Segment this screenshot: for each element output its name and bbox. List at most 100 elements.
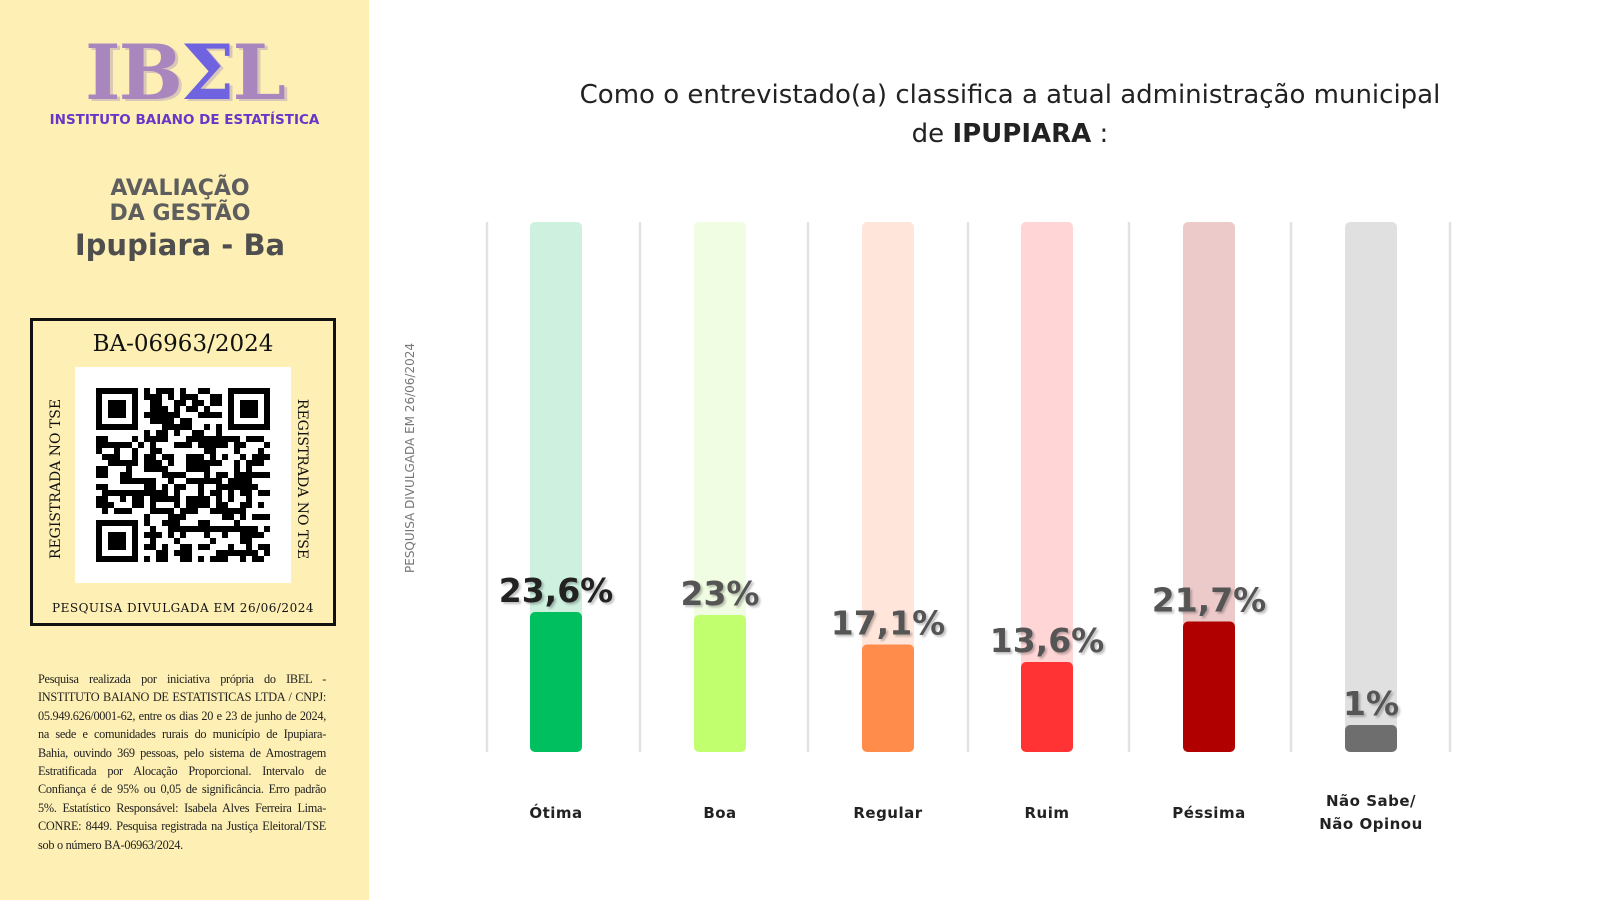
- qr-module: [156, 388, 162, 394]
- qr-module: [228, 388, 234, 394]
- qr-module: [252, 556, 258, 562]
- qr-module: [174, 490, 180, 496]
- qr-module: [240, 442, 246, 448]
- qr-module: [150, 484, 156, 490]
- qr-module: [252, 412, 258, 418]
- qr-module: [156, 508, 162, 514]
- qr-module: [246, 412, 252, 418]
- title-prefix: de: [911, 119, 953, 149]
- qr-module: [144, 388, 150, 394]
- qr-module: [246, 484, 252, 490]
- qr-module: [204, 436, 210, 442]
- qr-module: [228, 418, 234, 424]
- qr-module: [234, 472, 240, 478]
- qr-module: [168, 532, 174, 538]
- qr-module: [210, 412, 216, 418]
- qr-module: [246, 406, 252, 412]
- qr-code[interactable]: [75, 367, 291, 583]
- qr-module: [126, 466, 132, 472]
- qr-module: [264, 514, 270, 520]
- qr-module: [180, 556, 186, 562]
- qr-module: [168, 424, 174, 430]
- qr-module: [114, 490, 120, 496]
- qr-module: [102, 388, 108, 394]
- qr-module: [120, 478, 126, 484]
- institute-name: INSTITUTO BAIANO DE ESTATÍSTICA: [49, 112, 320, 128]
- qr-module: [96, 394, 102, 400]
- qr-module: [192, 436, 198, 442]
- qr-module: [240, 484, 246, 490]
- qr-module: [186, 454, 192, 460]
- qr-module: [228, 514, 234, 520]
- qr-module: [204, 478, 210, 484]
- qr-module: [162, 412, 168, 418]
- qr-module: [216, 442, 222, 448]
- qr-module: [258, 490, 264, 496]
- qr-module: [264, 418, 270, 424]
- qr-module: [96, 418, 102, 424]
- qr-module: [180, 544, 186, 550]
- qr-module: [204, 460, 210, 466]
- qr-module: [246, 502, 252, 508]
- qr-module: [144, 544, 150, 550]
- qr-module: [174, 520, 180, 526]
- qr-module: [96, 406, 102, 412]
- qr-module: [96, 448, 102, 454]
- qr-module: [120, 424, 126, 430]
- qr-module: [204, 412, 210, 418]
- qr-module: [162, 454, 168, 460]
- qr-module: [210, 394, 216, 400]
- qr-module: [162, 472, 168, 478]
- qr-module: [132, 526, 138, 532]
- qr-module: [168, 478, 174, 484]
- qr-module: [132, 424, 138, 430]
- qr-module: [234, 424, 240, 430]
- qr-module: [108, 388, 114, 394]
- qr-module: [126, 508, 132, 514]
- qr-module: [234, 478, 240, 484]
- qr-module: [108, 400, 114, 406]
- qr-module: [96, 484, 102, 490]
- qr-module: [168, 394, 174, 400]
- qr-module: [198, 496, 204, 502]
- qr-module: [216, 394, 222, 400]
- qr-module: [162, 556, 168, 562]
- qr-module: [198, 454, 204, 460]
- qr-module: [216, 496, 222, 502]
- qr-module: [174, 484, 180, 490]
- qr-module: [132, 412, 138, 418]
- qr-module: [132, 448, 138, 454]
- qr-module: [240, 490, 246, 496]
- qr-module: [186, 496, 192, 502]
- qr-module: [156, 400, 162, 406]
- qr-module: [150, 436, 156, 442]
- qr-module: [228, 496, 234, 502]
- qr-module: [114, 406, 120, 412]
- data-label: 13,6%: [990, 621, 1105, 660]
- qr-module: [186, 508, 192, 514]
- qr-module: [126, 472, 132, 478]
- qr-module: [162, 496, 168, 502]
- city-name: Ipupiara - Ba: [74, 228, 286, 262]
- qr-module: [168, 520, 174, 526]
- qr-module: [222, 502, 228, 508]
- qr-module: [222, 472, 228, 478]
- qr-module: [216, 478, 222, 484]
- qr-module: [114, 412, 120, 418]
- qr-module: [120, 508, 126, 514]
- qr-module: [102, 490, 108, 496]
- qr-module: [132, 418, 138, 424]
- qr-module: [264, 550, 270, 556]
- qr-module: [150, 418, 156, 424]
- qr-module: [168, 418, 174, 424]
- qr-module: [264, 526, 270, 532]
- qr-module: [240, 550, 246, 556]
- bar-track: [1345, 222, 1397, 752]
- qr-module: [96, 502, 102, 508]
- qr-module: [216, 508, 222, 514]
- qr-module: [186, 418, 192, 424]
- qr-module: [228, 436, 234, 442]
- qr-module: [144, 484, 150, 490]
- qr-module: [198, 556, 204, 562]
- qr-module: [102, 484, 108, 490]
